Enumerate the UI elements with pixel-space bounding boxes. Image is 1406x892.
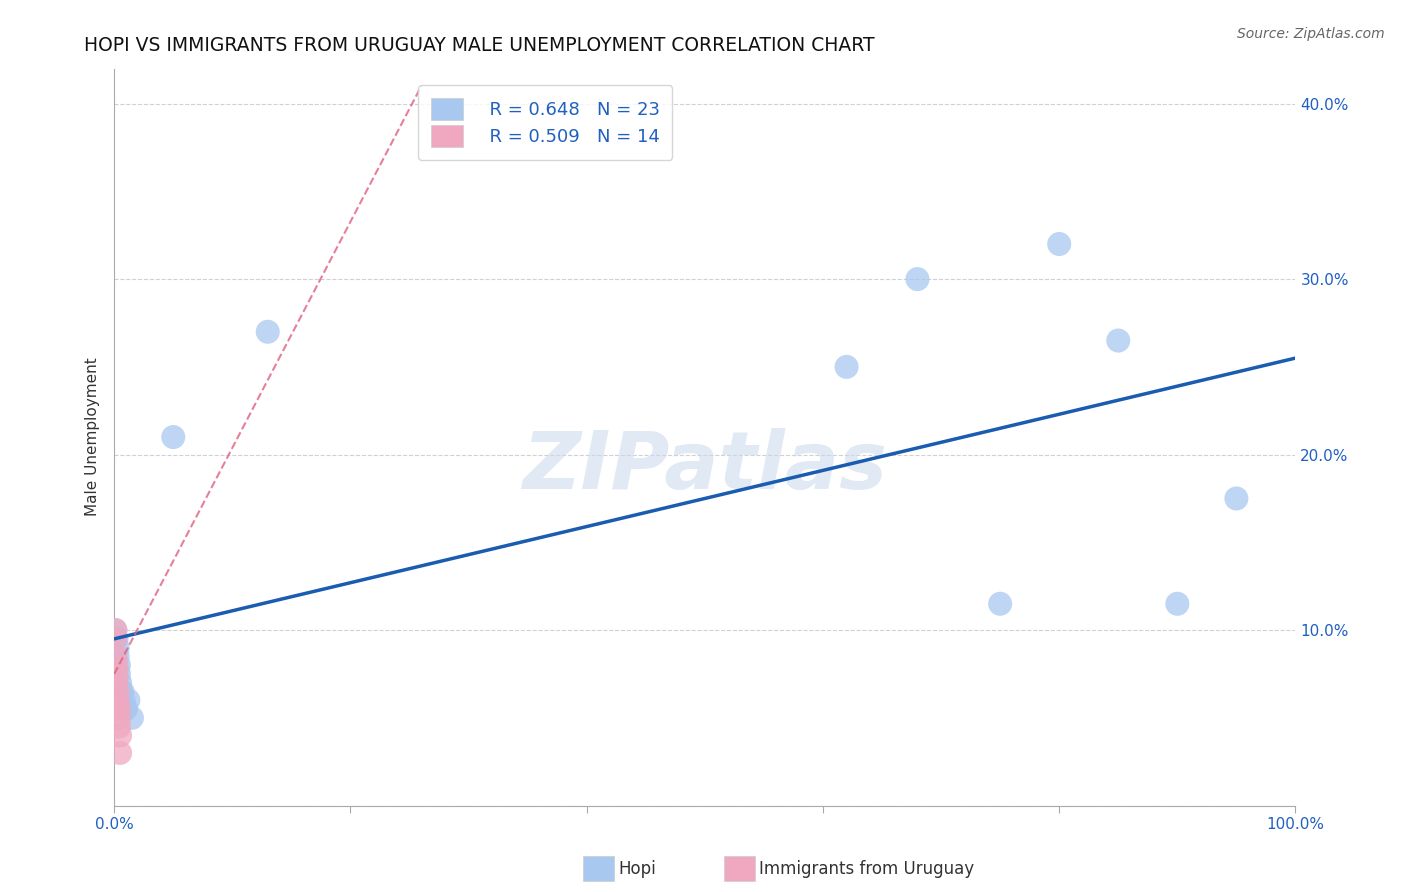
- Point: [835, 359, 858, 374]
- Point: [107, 693, 129, 707]
- Point: [988, 597, 1011, 611]
- Point: [115, 702, 138, 716]
- Point: [108, 720, 131, 734]
- Point: [108, 711, 131, 725]
- Point: [105, 667, 128, 681]
- Point: [104, 632, 127, 646]
- Point: [256, 325, 278, 339]
- Point: [105, 632, 128, 646]
- Point: [108, 746, 131, 760]
- Point: [108, 658, 131, 673]
- Text: Hopi: Hopi: [619, 860, 657, 878]
- Point: [1047, 237, 1070, 252]
- Point: [1107, 334, 1129, 348]
- Point: [107, 640, 129, 655]
- Point: [111, 684, 134, 698]
- Point: [108, 675, 131, 690]
- Legend:   R = 0.648   N = 23,   R = 0.509   N = 14: R = 0.648 N = 23, R = 0.509 N = 14: [418, 85, 672, 160]
- Point: [104, 649, 127, 664]
- Point: [107, 702, 129, 716]
- Point: [107, 684, 129, 698]
- Point: [1166, 597, 1188, 611]
- Point: [110, 684, 132, 698]
- Point: [105, 675, 128, 690]
- Point: [107, 649, 129, 664]
- Point: [121, 711, 143, 725]
- Point: [114, 702, 136, 716]
- Point: [108, 728, 131, 742]
- Point: [108, 702, 131, 716]
- Y-axis label: Male Unemployment: Male Unemployment: [86, 358, 100, 516]
- Text: Source: ZipAtlas.com: Source: ZipAtlas.com: [1237, 27, 1385, 41]
- Point: [104, 623, 127, 637]
- Point: [117, 693, 139, 707]
- Text: Immigrants from Uruguay: Immigrants from Uruguay: [759, 860, 974, 878]
- Point: [907, 272, 929, 286]
- Point: [108, 667, 131, 681]
- Point: [104, 623, 127, 637]
- Text: HOPI VS IMMIGRANTS FROM URUGUAY MALE UNEMPLOYMENT CORRELATION CHART: HOPI VS IMMIGRANTS FROM URUGUAY MALE UNE…: [84, 36, 875, 54]
- Point: [112, 693, 135, 707]
- Point: [1225, 491, 1247, 506]
- Point: [162, 430, 184, 444]
- Text: ZIPatlas: ZIPatlas: [522, 427, 887, 506]
- Point: [105, 658, 128, 673]
